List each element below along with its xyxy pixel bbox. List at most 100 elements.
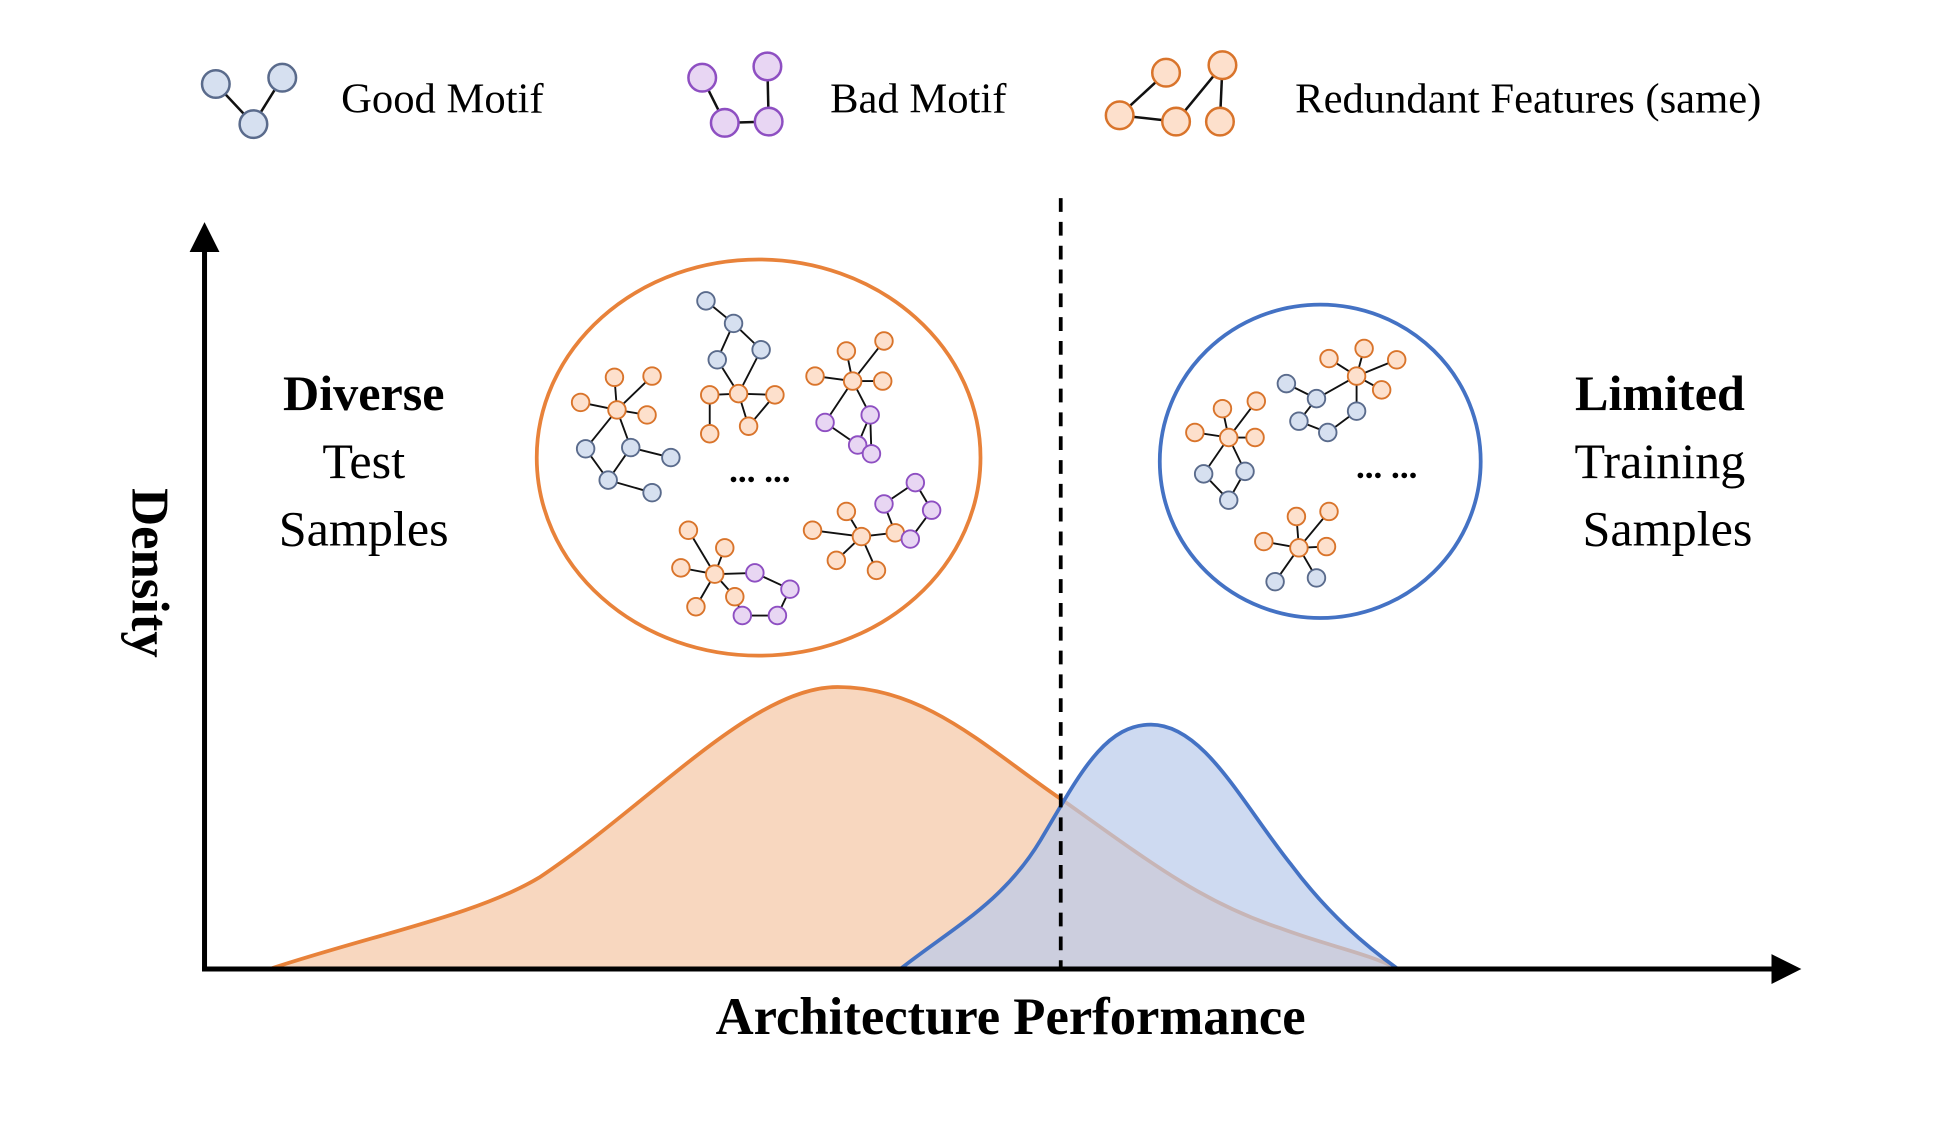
graph-node [709,107,740,138]
y-axis-label: Density [120,488,178,658]
graph-node [847,435,868,455]
graph-node [575,439,596,459]
legend-label: Redundant Features (same) [1295,76,1761,123]
graph-node [621,437,641,458]
graph-node [1161,106,1192,137]
graph-node [604,367,625,388]
graph-node [1204,106,1235,137]
graph-node [780,579,800,599]
graph-node [700,385,720,405]
graph-node [570,392,591,413]
graph-node [905,472,926,493]
graph-node [826,550,847,571]
graph-node [661,447,681,468]
group-text: Training [1575,433,1746,489]
graph-node [745,563,765,583]
graph-node [200,68,231,100]
ellipsis: ... ... [729,451,790,490]
graph-node [1150,57,1182,88]
graph-node [1386,350,1407,370]
graph-node [1306,388,1327,409]
graph-node [1245,427,1265,448]
graph-node [1185,422,1205,443]
graph-node [1354,338,1374,359]
graph-node [700,424,720,444]
graph-node [728,383,749,404]
graph-node [1319,348,1339,369]
graph-node [851,526,872,547]
graph-node [874,331,894,351]
test-ellipse [534,257,983,658]
graph-node [1286,506,1307,527]
group-text: Test [322,433,405,489]
graph-node [873,371,893,391]
group-text: Samples [1583,501,1753,557]
graph-node [1246,391,1267,411]
graph-node [637,405,657,425]
graph-node [671,558,691,578]
graph-node [598,470,618,490]
graph-node [921,500,942,520]
graph-node [1207,50,1238,81]
graph-node [815,412,835,433]
graph-node [705,564,725,584]
x-axis-label: Architecture Performance [716,988,1306,1046]
group-title: Diverse [283,365,444,421]
train-density-curve [894,722,1404,971]
graph-node [607,400,627,420]
graph-node [805,366,825,386]
graph-node [767,605,788,626]
graph-node [1219,427,1239,448]
graph-node [861,444,882,464]
group-text: Samples [279,501,449,557]
graph-node [751,340,771,360]
graph-node [687,62,718,93]
graph-node [725,586,745,607]
graph-node [238,109,269,140]
graph-node [1371,380,1392,400]
graph-node [1346,366,1367,386]
graph-node [1306,568,1327,588]
graph-node [752,51,783,82]
graph-node [642,482,662,503]
graph-node [836,341,857,361]
graph-node [866,560,887,581]
graph-node [732,605,753,626]
graph-node [642,366,662,386]
graph-node [900,529,921,549]
graph-node [686,597,706,617]
graph-node [753,106,784,137]
graph-node [1276,373,1297,394]
graph-node [1319,501,1339,522]
train-ellipse [1157,302,1483,620]
graph-node [696,291,716,311]
graph-node [738,416,759,436]
group-title: Limited [1575,365,1745,421]
legend-label: Good Motif [341,76,544,123]
graph-node [1318,422,1338,443]
graph-node [1316,536,1337,557]
graph-node [1289,411,1309,431]
graph-node [707,350,727,370]
graph-node [1254,531,1274,552]
graph-node [1193,464,1214,484]
graph-node [802,520,823,540]
graph-node [1235,461,1255,482]
graph-node [836,501,857,522]
graph-node [715,538,735,558]
graph-node [874,494,894,514]
graph-node [678,520,699,540]
graph-node [1289,538,1309,558]
graph-node [1265,571,1285,592]
graph-node [1219,490,1239,510]
graph-node [765,385,785,405]
graph-node [267,62,298,93]
graph-node [1212,398,1233,419]
graph-node [723,313,744,334]
ellipsis: ... ... [1356,447,1417,486]
graph-node [1104,100,1135,131]
legend-label: Bad Motif [830,76,1007,123]
graph-node [842,371,863,391]
